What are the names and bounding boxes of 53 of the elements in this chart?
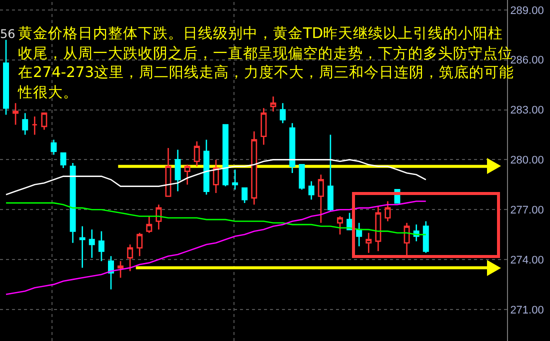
candlestick bbox=[356, 222, 362, 247]
candlestick bbox=[242, 187, 248, 204]
candlestick bbox=[337, 216, 343, 236]
candlestick bbox=[22, 112, 28, 136]
y-tick-label: 271.00 bbox=[510, 304, 544, 316]
y-tick-label: 283.00 bbox=[510, 104, 544, 117]
line-series bbox=[5, 159, 427, 196]
candlestick bbox=[251, 130, 258, 206]
y-tick-label: 280.00 bbox=[510, 154, 544, 167]
candlestick bbox=[404, 222, 410, 257]
candlestick bbox=[60, 152, 66, 169]
candlestick bbox=[222, 124, 228, 187]
candlestick bbox=[98, 230, 104, 262]
candlestick bbox=[375, 206, 382, 252]
candlestick bbox=[327, 134, 334, 212]
candlestick bbox=[118, 260, 124, 278]
candlestick bbox=[32, 116, 38, 136]
candlestick bbox=[12, 102, 19, 126]
candlestick bbox=[70, 162, 76, 244]
line-series bbox=[5, 202, 427, 236]
candlestick bbox=[384, 200, 391, 222]
candlestick bbox=[3, 39, 9, 116]
candlestick bbox=[203, 139, 210, 196]
y-tick-label: 286.00 bbox=[510, 54, 544, 67]
candlestick bbox=[194, 140, 200, 167]
candlestick bbox=[232, 169, 238, 190]
candlestick bbox=[308, 180, 314, 200]
candlestick bbox=[127, 244, 134, 272]
candlestick bbox=[298, 164, 305, 190]
candlestick bbox=[165, 147, 172, 197]
y-tick-label: 289.00 bbox=[510, 4, 544, 17]
candlestick bbox=[174, 149, 181, 192]
candlestick bbox=[108, 256, 114, 290]
candlestick bbox=[146, 216, 152, 234]
candlestick bbox=[422, 220, 429, 254]
y-tick-label: 274.00 bbox=[510, 254, 544, 266]
candlestick bbox=[366, 232, 372, 254]
candlestick bbox=[270, 96, 276, 112]
candlestick bbox=[260, 107, 267, 146]
candlestick bbox=[136, 232, 143, 257]
candlestick bbox=[50, 139, 57, 156]
line-series bbox=[5, 200, 427, 296]
candlestick bbox=[280, 102, 286, 124]
candlestick bbox=[184, 164, 190, 186]
candlestick bbox=[289, 122, 296, 174]
candlestick bbox=[212, 159, 219, 194]
annotation: 56 bbox=[0, 27, 16, 41]
candlestick bbox=[156, 204, 162, 230]
candlestick bbox=[318, 174, 324, 224]
y-tick-label: 277.00 bbox=[510, 204, 544, 216]
candlestick bbox=[79, 226, 86, 268]
candlestick bbox=[41, 112, 48, 130]
candlestick bbox=[88, 228, 95, 258]
